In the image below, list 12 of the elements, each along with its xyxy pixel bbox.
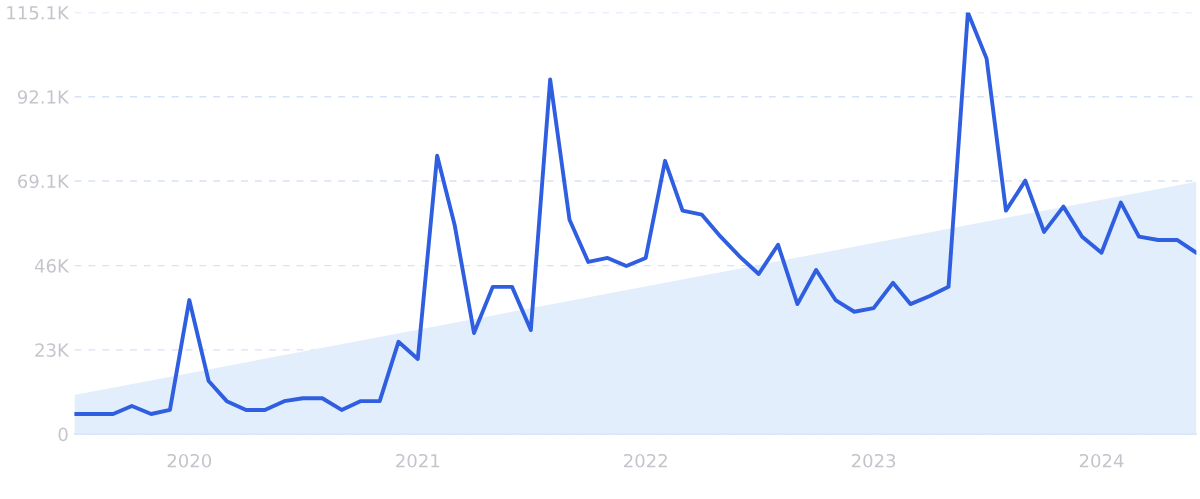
y-tick-label: 23K — [35, 343, 70, 357]
y-tick-label: 115.1K — [7, 6, 70, 20]
y-tick-label: 46K — [34, 259, 70, 273]
y-tick-label: 92.1K — [17, 90, 70, 104]
x-tick-label: 2023 — [851, 453, 896, 468]
y-tick-label: 69.1K — [18, 174, 70, 189]
x-tick-label: 2021 — [396, 453, 440, 468]
y-tick-label: 0 — [58, 427, 68, 442]
x-tick-label: 2024 — [1079, 453, 1124, 468]
x-tick-label: 2020 — [167, 453, 212, 468]
x-tick-label: 2022 — [624, 453, 667, 468]
line-series — [74, 12, 1197, 416]
